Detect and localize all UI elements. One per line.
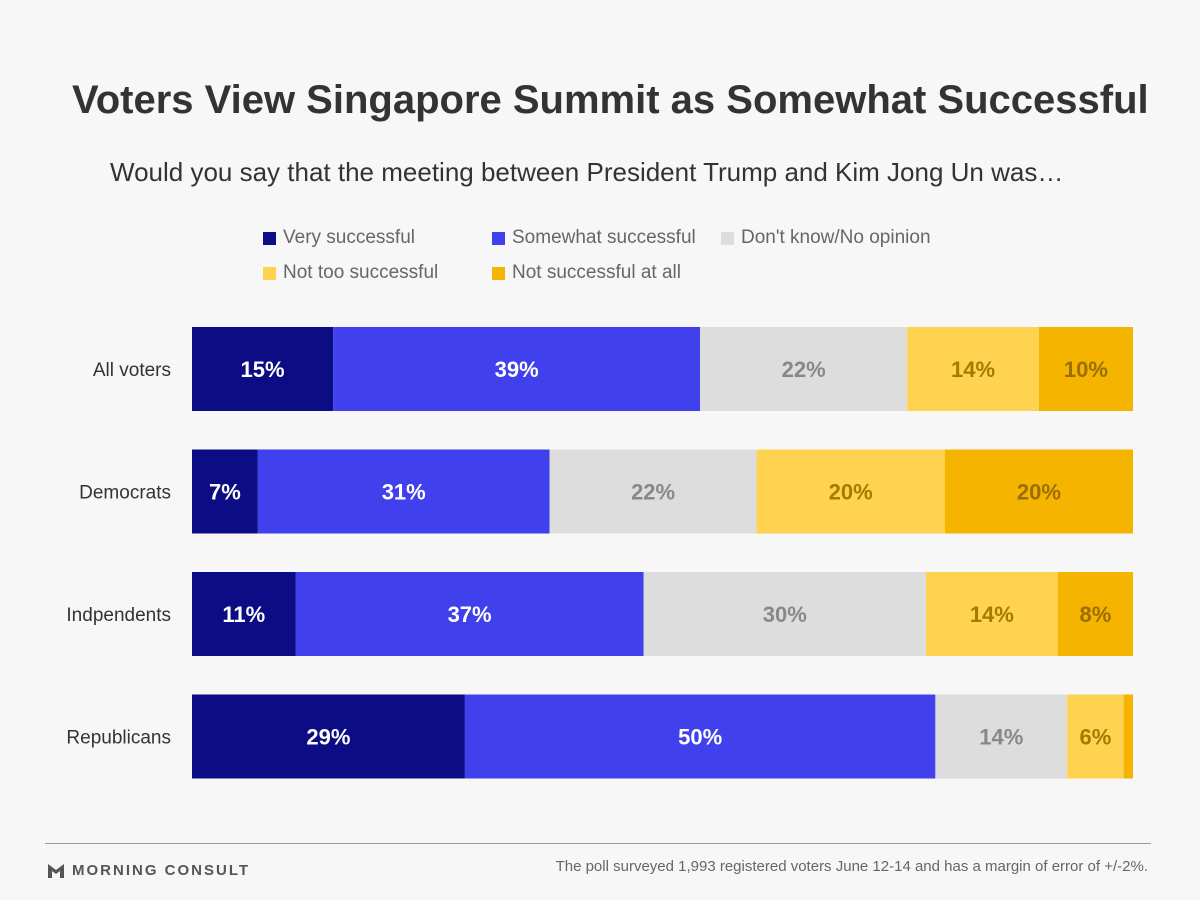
- bar-segment: [925, 572, 1058, 656]
- legend-swatch: [263, 231, 276, 245]
- legend-swatch: [721, 231, 734, 245]
- bar-segment: [295, 572, 644, 656]
- category-label: Democrats: [79, 483, 171, 504]
- bar-segment: [192, 327, 334, 411]
- category-label: Republicans: [66, 728, 171, 749]
- bar-segment: [643, 572, 926, 656]
- bar-segment: [192, 449, 258, 534]
- bar-segment: [192, 572, 296, 656]
- data-label: 14%: [970, 602, 1014, 627]
- bar-segment: [1123, 694, 1133, 779]
- data-label: 39%: [495, 357, 539, 382]
- category-label: All voters: [93, 360, 171, 381]
- footer-divider: [45, 843, 1151, 844]
- data-label: 29%: [306, 725, 350, 750]
- data-label: 10%: [1064, 357, 1108, 382]
- bar-segment: [700, 327, 908, 411]
- data-label: 37%: [448, 602, 492, 627]
- bar-segment: [257, 449, 550, 534]
- data-label: 20%: [829, 480, 873, 505]
- legend-swatch: [492, 231, 505, 245]
- bar-segment: [192, 694, 465, 779]
- legend-label: Somewhat successful: [512, 227, 696, 248]
- data-label: 31%: [382, 480, 426, 505]
- bar-segment: [756, 449, 945, 534]
- legend-item-not-successful-at-all: Not successful at all: [492, 262, 681, 284]
- category-label: Indpendents: [66, 605, 171, 626]
- data-label: 30%: [763, 602, 807, 627]
- chart-subtitle: Would you say that the meeting between P…: [110, 157, 1064, 187]
- bar-segment: [1057, 572, 1133, 656]
- brand-name: MORNING CONSULT: [72, 862, 251, 879]
- data-label: 6%: [1079, 725, 1111, 750]
- bar-segment: [1067, 694, 1124, 779]
- data-label: 7%: [209, 480, 241, 505]
- chart-title: Voters View Singapore Summit as Somewhat…: [72, 78, 1149, 122]
- bar-segment: [944, 449, 1133, 534]
- bar-segment: [464, 694, 936, 779]
- legend-label: Don't know/No opinion: [741, 227, 931, 248]
- legend-swatch: [492, 266, 505, 280]
- bar-segment: [333, 327, 701, 411]
- legend-label: Very successful: [283, 227, 415, 248]
- footnote: The poll surveyed 1,993 registered voter…: [555, 858, 1148, 875]
- stacked-bar-chart: All voters 15% 39% 22% 14% 10% Democrats 7% 31% 2…: [66, 327, 1133, 779]
- data-label: 22%: [782, 357, 826, 382]
- bar-segment: [935, 694, 1068, 779]
- legend-label: Not too successful: [283, 262, 439, 283]
- legend-swatch: [263, 266, 276, 280]
- legend-item-very-successful: Very successful: [263, 227, 415, 249]
- brand-logo: MORNING CONSULT: [48, 862, 250, 879]
- data-label: 50%: [678, 725, 722, 750]
- data-label: 20%: [1017, 480, 1061, 505]
- data-label: 11%: [222, 602, 265, 627]
- legend: Very successful Somewhat successful Don'…: [0, 0, 1200, 300]
- data-label: 14%: [951, 357, 995, 382]
- data-label: 14%: [979, 725, 1023, 750]
- legend-item-not-too-successful: Not too successful: [263, 262, 438, 284]
- data-label: 22%: [631, 480, 675, 505]
- data-label: 8%: [1079, 602, 1111, 627]
- legend-item-dont-know: Don't know/No opinion: [721, 227, 931, 249]
- bar-segment: [1038, 327, 1133, 411]
- legend-item-somewhat-successful: Somewhat successful: [492, 227, 696, 249]
- data-label: 15%: [241, 357, 285, 382]
- bar-segment: [907, 327, 1039, 411]
- legend-label: Not successful at all: [512, 262, 681, 283]
- morning-consult-logo-icon: [48, 863, 64, 878]
- bar-segment: [549, 449, 757, 534]
